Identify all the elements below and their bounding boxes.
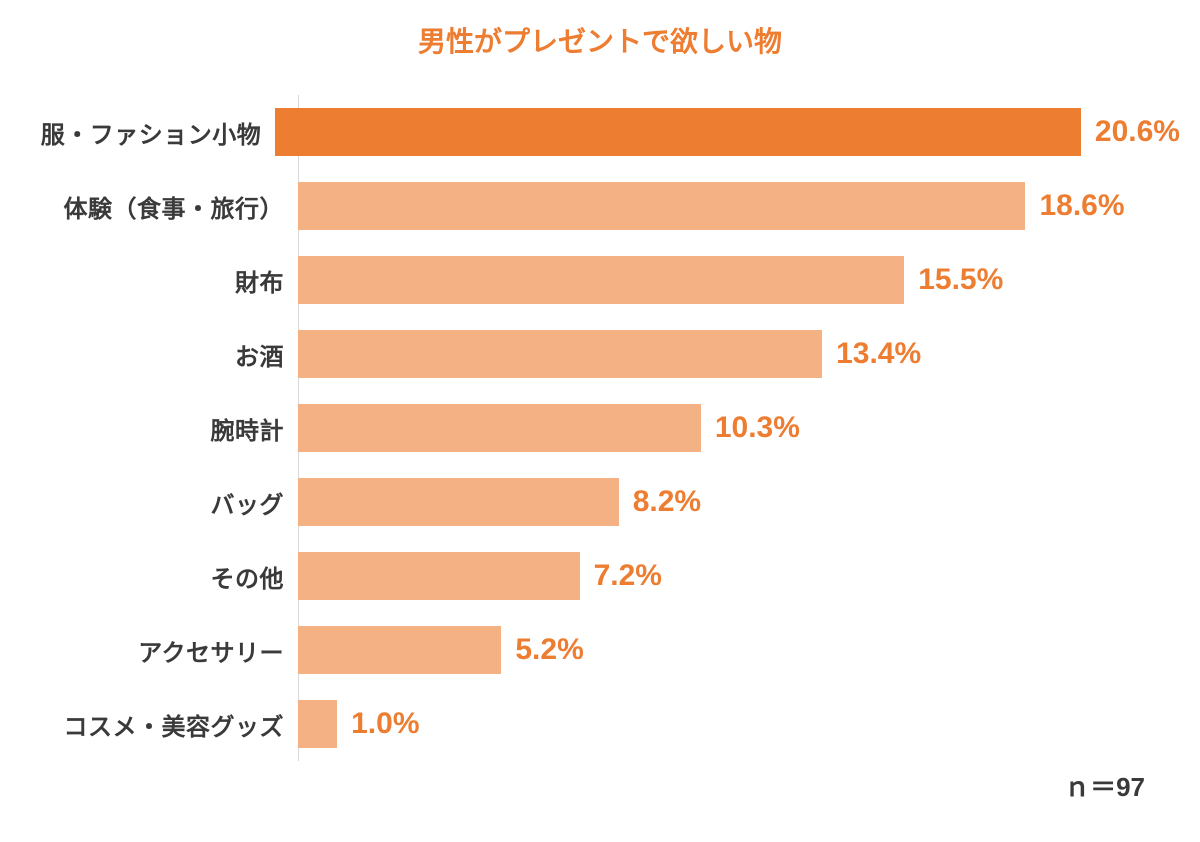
- bar-area: 5.2%: [298, 613, 1180, 687]
- value-label: 7.2%: [594, 559, 662, 593]
- chart-row: 腕時計 10.3%: [20, 391, 1180, 465]
- value-label: 13.4%: [836, 337, 921, 371]
- bar: [275, 108, 1081, 156]
- bar-area: 13.4%: [298, 317, 1180, 391]
- bar: [298, 700, 337, 748]
- bar-area: 7.2%: [298, 539, 1180, 613]
- value-label: 15.5%: [918, 263, 1003, 297]
- bar: [298, 330, 822, 378]
- value-label: 18.6%: [1039, 189, 1124, 223]
- chart-row: 体験（食事・旅行） 18.6%: [20, 169, 1180, 243]
- bar: [298, 256, 904, 304]
- bar: [298, 182, 1025, 230]
- value-label: 5.2%: [515, 633, 583, 667]
- bar: [298, 626, 501, 674]
- bar: [298, 552, 580, 600]
- bar: [298, 404, 701, 452]
- category-label: お酒: [20, 337, 298, 372]
- category-label: 服・ファション小物: [20, 115, 275, 150]
- category-label: その他: [20, 559, 298, 594]
- chart-row: お酒 13.4%: [20, 317, 1180, 391]
- value-label: 20.6%: [1095, 115, 1180, 149]
- category-label: 腕時計: [20, 411, 298, 446]
- category-label: コスメ・美容グッズ: [20, 707, 298, 742]
- value-label: 8.2%: [633, 485, 701, 519]
- bar-area: 15.5%: [298, 243, 1180, 317]
- category-label: アクセサリー: [20, 633, 298, 668]
- chart-row: コスメ・美容グッズ 1.0%: [20, 687, 1180, 761]
- category-label: 体験（食事・旅行）: [20, 189, 298, 224]
- chart-rows: 服・ファション小物 20.6% 体験（食事・旅行） 18.6% 財布 15.5% お酒 13.…: [20, 95, 1180, 761]
- bar-area: 8.2%: [298, 465, 1180, 539]
- bar-chart: 男性がプレゼントで欲しい物 服・ファション小物 20.6% 体験（食事・旅行） 18.…: [0, 0, 1200, 842]
- bar-area: 20.6%: [275, 95, 1180, 169]
- chart-row: 財布 15.5%: [20, 243, 1180, 317]
- chart-row: 服・ファション小物 20.6%: [20, 95, 1180, 169]
- bar-area: 10.3%: [298, 391, 1180, 465]
- category-label: 財布: [20, 263, 298, 298]
- sample-size-label: ｎ＝97: [1064, 767, 1145, 804]
- value-label: 1.0%: [351, 707, 419, 741]
- value-label: 10.3%: [715, 411, 800, 445]
- chart-row: その他 7.2%: [20, 539, 1180, 613]
- bar-area: 1.0%: [298, 687, 1180, 761]
- bar: [298, 478, 619, 526]
- bar-area: 18.6%: [298, 169, 1180, 243]
- chart-title: 男性がプレゼントで欲しい物: [20, 20, 1180, 60]
- chart-row: アクセサリー 5.2%: [20, 613, 1180, 687]
- category-label: バッグ: [20, 485, 298, 520]
- chart-row: バッグ 8.2%: [20, 465, 1180, 539]
